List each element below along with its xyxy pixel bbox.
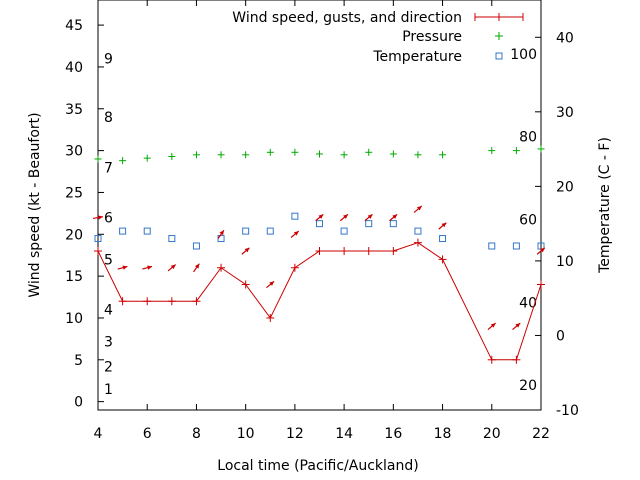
wind-direction-arrowhead [194, 263, 200, 269]
fahrenheit-label: 60 [519, 212, 537, 228]
temperature-point [414, 227, 422, 235]
wind-direction-arrowhead [122, 265, 128, 270]
y-left-tick-label: 15 [65, 269, 83, 285]
legend-key-wind [474, 13, 524, 21]
y-left-tick-label: 20 [65, 227, 83, 243]
wind-direction-arrowhead [515, 323, 521, 328]
wind-direction-arrowhead [147, 265, 153, 270]
legend-key-pressure [495, 32, 503, 40]
temperature-point [439, 235, 447, 243]
ticks-layer: 4 6 8 10 12 14 16 18 20 22051015202530354045-1001… [65, 0, 579, 442]
beaufort-label: 4 [104, 303, 113, 319]
temperature-point [389, 220, 397, 228]
wind-direction-arrowhead [244, 247, 250, 253]
y-right-tick-label: -10 [556, 403, 579, 419]
wind-direction-arrowhead [416, 205, 422, 211]
y-left-tick-label: 5 [74, 353, 83, 369]
wind-direction-arrowhead [539, 247, 545, 253]
temperature-point [512, 242, 520, 250]
wind-direction-arrowhead [441, 222, 447, 228]
beaufort-label: 9 [104, 52, 113, 68]
beaufort-label: 3 [104, 334, 113, 350]
beaufort-label: 7 [104, 160, 113, 176]
beaufort-label: 2 [104, 359, 113, 375]
series-layer [94, 145, 545, 364]
y-right-tick-label: 30 [556, 105, 574, 121]
beaufort-label: 6 [104, 211, 113, 227]
legend-label-pressure: Pressure [402, 29, 462, 45]
legend-label-temperature: Temperature [372, 49, 462, 65]
y-left-tick-label: 30 [65, 144, 83, 160]
x-tick-label: 16 [384, 426, 402, 442]
wind-speed-line [97, 242, 542, 361]
x-tick-label: 14 [335, 426, 353, 442]
temperature-point [94, 235, 102, 243]
wind-direction-arrowhead [392, 214, 398, 219]
y-left-tick-label: 25 [65, 185, 83, 201]
temperature-point [340, 227, 348, 235]
wind-direction-arrowhead [170, 264, 176, 270]
y-left-tick-label: 40 [65, 60, 83, 76]
temperature-point [291, 212, 299, 220]
legend: Wind speed, gusts, and direction Pressur… [232, 10, 524, 65]
temperature-point [119, 227, 127, 235]
x-tick-label: 18 [434, 426, 452, 442]
y-right-tick-label: 20 [556, 179, 574, 195]
temperature-point [168, 235, 176, 243]
temperature-point [266, 227, 274, 235]
temperature-point [192, 242, 200, 250]
y-left-tick-label: 35 [65, 102, 83, 118]
wind-direction-arrowhead [343, 214, 348, 219]
x-tick-label: 8 [192, 426, 201, 442]
temperature-point [242, 227, 250, 235]
x-tick-label: 4 [94, 426, 103, 442]
fahrenheit-label: 80 [519, 130, 537, 146]
x-tick-label: 20 [483, 426, 501, 442]
beaufort-label: 5 [104, 252, 113, 268]
wind-direction-arrowhead [98, 215, 103, 220]
x-tick-label: 12 [286, 426, 304, 442]
arrows-layer [92, 205, 546, 331]
temperature-point [488, 242, 496, 250]
y-left-tick-label: 45 [65, 18, 83, 34]
x-tick-label: 10 [237, 426, 255, 442]
wind-direction-arrowhead [490, 323, 496, 328]
legend-label-wind: Wind speed, gusts, and direction [232, 10, 462, 26]
y-right-tick-label: 0 [556, 328, 565, 344]
temperature-point [143, 227, 151, 235]
x-axis-label: Local time (Pacific/Auckland) [217, 458, 418, 474]
y-right-tick-label: 40 [556, 30, 574, 46]
y-axis-right-label: Temperature (C - F) [597, 137, 613, 274]
temperature-point [365, 220, 373, 228]
fahrenheit-label: 100 [510, 47, 537, 63]
wind-direction-arrowhead [293, 231, 299, 236]
x-tick-label: 6 [143, 426, 152, 442]
temperature-point [316, 220, 323, 228]
y-left-tick-label: 0 [74, 395, 83, 411]
plot-frame [97, 0, 542, 411]
fahrenheit-label: 20 [519, 378, 537, 394]
y-right-tick-label: 10 [556, 254, 574, 270]
beaufort-label: 8 [104, 110, 113, 126]
y-left-tick-label: 10 [65, 311, 83, 327]
temperature-point [217, 235, 225, 243]
x-tick-label: 22 [532, 426, 550, 442]
wind-direction-arrowhead [367, 214, 373, 219]
wind-direction-arrowhead [219, 230, 224, 236]
fahrenheit-label: 40 [519, 295, 537, 311]
wind-direction-arrowhead [318, 214, 324, 219]
legend-key-temperature [495, 52, 503, 60]
y-axis-left-label: Wind speed (kt - Beaufort) [27, 112, 43, 297]
wind-direction-arrowhead [269, 281, 275, 286]
beaufort-label: 1 [104, 382, 113, 398]
